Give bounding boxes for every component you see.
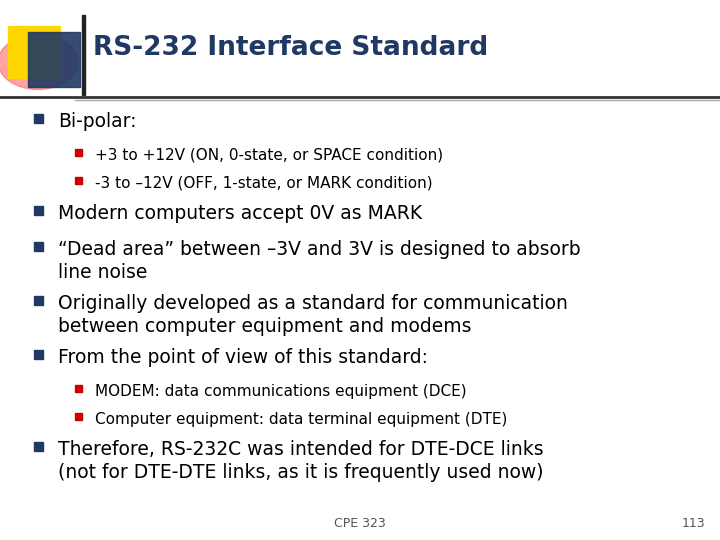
Text: Bi-polar:: Bi-polar: [58, 112, 137, 131]
Text: Computer equipment: data terminal equipment (DTE): Computer equipment: data terminal equipm… [95, 412, 508, 427]
Text: Modern computers accept 0V as MARK: Modern computers accept 0V as MARK [58, 204, 422, 223]
Bar [8, 26, 60, 78]
Text: CPE 323: CPE 323 [334, 517, 386, 530]
Text: 113: 113 [681, 517, 705, 530]
Text: +3 to +12V (ON, 0-state, or SPACE condition): +3 to +12V (ON, 0-state, or SPACE condit… [95, 148, 443, 163]
Bar [74, 385, 81, 392]
Bar [74, 149, 81, 156]
Text: “Dead area” between –3V and 3V is designed to absorb
line noise: “Dead area” between –3V and 3V is design… [58, 240, 580, 282]
Text: RS-232 Interface Standard: RS-232 Interface Standard [93, 35, 488, 61]
Bar [74, 177, 81, 184]
Bar [34, 296, 42, 305]
Text: -3 to –12V (OFF, 1-state, or MARK condition): -3 to –12V (OFF, 1-state, or MARK condit… [95, 176, 433, 191]
Ellipse shape [0, 35, 78, 90]
Bar [34, 206, 42, 215]
Text: Therefore, RS-232C was intended for DTE-DCE links
(not for DTE-DTE links, as it : Therefore, RS-232C was intended for DTE-… [58, 440, 544, 482]
Text: MODEM: data communications equipment (DCE): MODEM: data communications equipment (DC… [95, 384, 467, 399]
Text: From the point of view of this standard:: From the point of view of this standard: [58, 348, 428, 367]
Bar [34, 114, 42, 123]
Bar [28, 32, 80, 87]
Bar [34, 350, 42, 359]
Bar [34, 442, 42, 451]
Bar [74, 413, 81, 420]
Bar [34, 242, 42, 251]
Text: Originally developed as a standard for communication
between computer equipment : Originally developed as a standard for c… [58, 294, 568, 336]
Bar [82, 15, 84, 95]
